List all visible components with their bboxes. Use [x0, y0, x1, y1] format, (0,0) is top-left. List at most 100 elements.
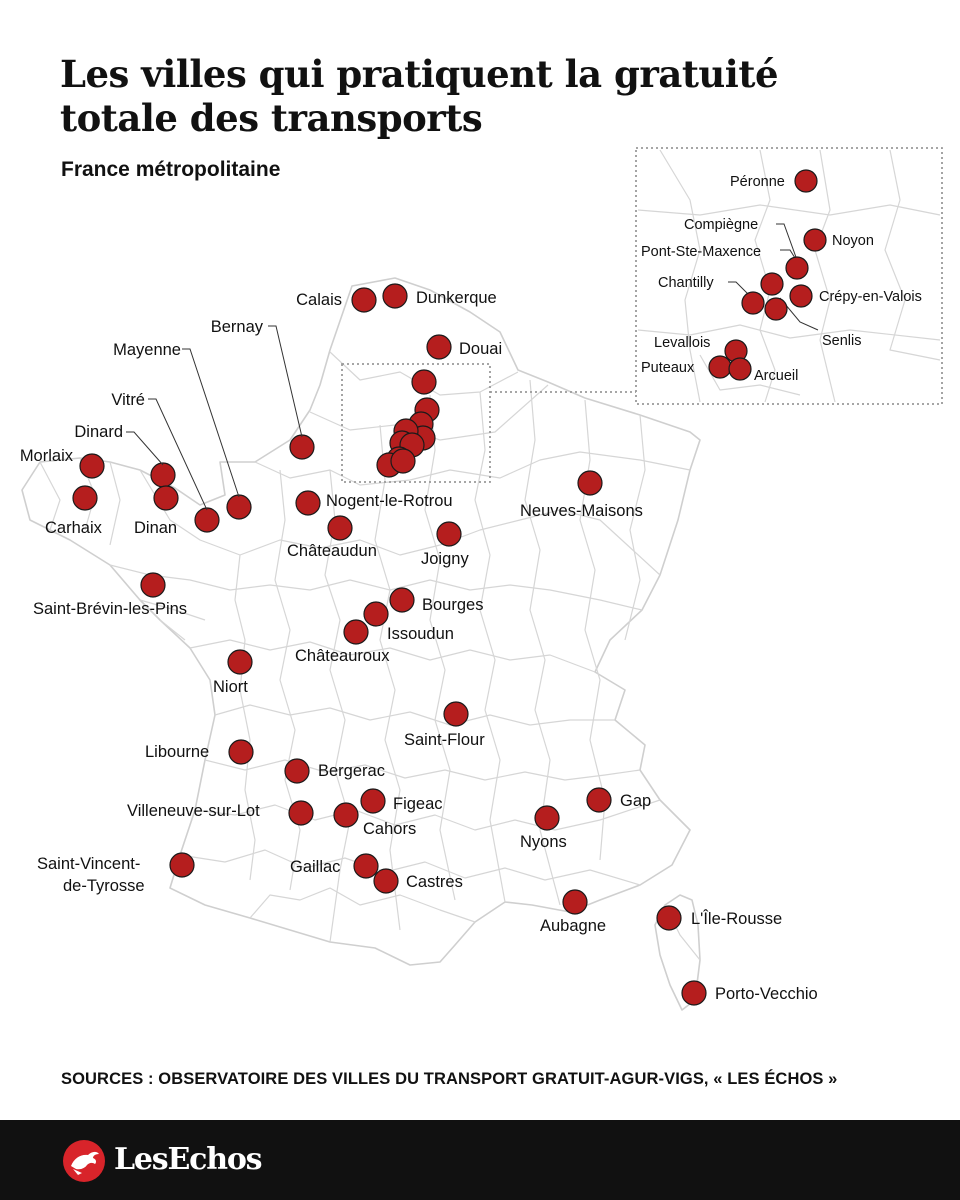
- marker-gap: [586, 787, 612, 813]
- marker-dinan: [153, 485, 179, 511]
- marker-arcueil: [728, 357, 752, 381]
- marker-vitre: [194, 507, 220, 533]
- label-issoudun: Issoudun: [387, 625, 454, 643]
- label-saint-brevin: Saint-Brévin-les-Pins: [33, 600, 187, 618]
- marker-calais: [351, 287, 377, 313]
- marker-douai: [426, 334, 452, 360]
- marker-bernay: [289, 434, 315, 460]
- label-dinan: Dinan: [134, 519, 177, 537]
- label-nyons: Nyons: [520, 833, 567, 851]
- city-labels: Calais Dunkerque Douai Bernay Mayenne Vi…: [20, 289, 818, 1003]
- marker-noyon: [803, 228, 827, 252]
- paris-region-box: [341, 363, 491, 483]
- marker-senlis: [764, 297, 788, 321]
- label-mayenne: Mayenne: [113, 341, 181, 359]
- label-joigny: Joigny: [421, 550, 469, 568]
- label-bergerac: Bergerac: [318, 762, 385, 780]
- marker-chantilly: [741, 291, 765, 315]
- marker-libourne: [228, 739, 254, 765]
- label-pont-ste-maxence: Pont-Ste-Maxence: [641, 244, 761, 260]
- label-niort: Niort: [213, 678, 248, 696]
- map-subtitle: France métropolitaine: [61, 158, 281, 181]
- marker-chateauroux: [343, 619, 369, 645]
- marker-mayenne: [226, 494, 252, 520]
- marker-figeac: [360, 788, 386, 814]
- label-carhaix: Carhaix: [45, 519, 103, 537]
- marker-dinard: [150, 462, 176, 488]
- marker-crepy-en-valois: [789, 284, 813, 308]
- marker-puteaux: [708, 355, 732, 379]
- label-de-tyrosse: de-Tyrosse: [63, 877, 145, 895]
- marker-villeneuve-sur-lot: [288, 800, 314, 826]
- label-bourges: Bourges: [422, 596, 483, 614]
- marker-gaillac: [353, 853, 379, 879]
- label-morlaix: Morlaix: [20, 447, 74, 465]
- label-gaillac: Gaillac: [290, 858, 340, 876]
- marker-paris-region: [411, 369, 437, 395]
- label-levallois: Levallois: [654, 335, 710, 351]
- marker-saint-vincent-de-tyrosse: [169, 852, 195, 878]
- marker-chateaudun: [327, 515, 353, 541]
- marker-bourges: [389, 587, 415, 613]
- brand-wordmark[interactable]: LesEchos: [114, 1142, 263, 1177]
- marker-peronne: [794, 169, 818, 193]
- inset-labels: Péronne Compiègne Noyon Pont-Ste-Maxence…: [641, 174, 922, 384]
- label-compiegne: Compiègne: [684, 217, 758, 233]
- label-aubagne: Aubagne: [540, 917, 606, 935]
- marker-issoudun: [363, 601, 389, 627]
- label-arcueil: Arcueil: [754, 368, 798, 384]
- label-castres: Castres: [406, 873, 463, 891]
- label-bernay: Bernay: [211, 318, 264, 336]
- label-noyon: Noyon: [832, 233, 874, 249]
- marker-neuves-maisons: [577, 470, 603, 496]
- marker-pont-ste-maxence: [760, 272, 784, 296]
- marker-dunkerque: [382, 283, 408, 309]
- label-douai: Douai: [459, 340, 502, 358]
- marker-porto-vecchio: [681, 980, 707, 1006]
- label-calais: Calais: [296, 291, 342, 309]
- label-lile-rousse: L'Île-Rousse: [691, 909, 782, 928]
- marker-joigny: [436, 521, 462, 547]
- label-puteaux: Puteaux: [641, 360, 695, 376]
- label-nogent-le-rotrou: Nogent-le-Rotrou: [326, 492, 453, 510]
- label-crepy-en-valois: Crépy-en-Valois: [819, 289, 922, 305]
- marker-bergerac: [284, 758, 310, 784]
- marker-castres: [373, 868, 399, 894]
- label-saint-vincent: Saint-Vincent-: [37, 855, 140, 873]
- label-libourne: Libourne: [145, 743, 209, 761]
- label-villeneuve-sur-lot: Villeneuve-sur-Lot: [127, 802, 260, 820]
- marker-niort: [227, 649, 253, 675]
- label-saint-flour: Saint-Flour: [404, 731, 485, 749]
- label-neuves-maisons: Neuves-Maisons: [520, 502, 643, 520]
- label-chateaudun: Châteaudun: [287, 542, 377, 560]
- marker-saint-brevin: [140, 572, 166, 598]
- label-cahors: Cahors: [363, 820, 416, 838]
- label-peronne: Péronne: [730, 174, 785, 190]
- inset-markers: [708, 169, 827, 381]
- label-porto-vecchio: Porto-Vecchio: [715, 985, 818, 1003]
- label-chateauroux: Châteauroux: [295, 647, 390, 665]
- label-vitre: Vitré: [111, 391, 145, 409]
- marker-paris-region: [390, 448, 416, 474]
- marker-carhaix: [72, 485, 98, 511]
- sources-note: SOURCES : OBSERVATOIRE DES VILLES DU TRA…: [61, 1070, 838, 1088]
- label-gap: Gap: [620, 792, 651, 810]
- marker-morlaix: [79, 453, 105, 479]
- marker-nogent-le-rotrou: [295, 490, 321, 516]
- label-chantilly: Chantilly: [658, 275, 714, 291]
- france-map: Calais Dunkerque Douai Bernay Mayenne Vi…: [20, 147, 943, 1011]
- france-outline: [21, 277, 701, 966]
- marker-lile-rousse: [656, 905, 682, 931]
- marker-saint-flour: [443, 701, 469, 727]
- city-markers: [72, 283, 707, 1006]
- footer-bar: LesEchos: [0, 1120, 960, 1200]
- marker-aubagne: [562, 889, 588, 915]
- label-figeac: Figeac: [393, 795, 443, 813]
- label-senlis: Senlis: [822, 333, 862, 349]
- les-echos-logo-icon: [63, 1140, 105, 1182]
- label-dunkerque: Dunkerque: [416, 289, 497, 307]
- marker-nyons: [534, 805, 560, 831]
- map-title: Les villes qui pratiquent la gratuité to…: [60, 52, 779, 140]
- marker-compiegne: [785, 256, 809, 280]
- label-dinard: Dinard: [74, 423, 123, 441]
